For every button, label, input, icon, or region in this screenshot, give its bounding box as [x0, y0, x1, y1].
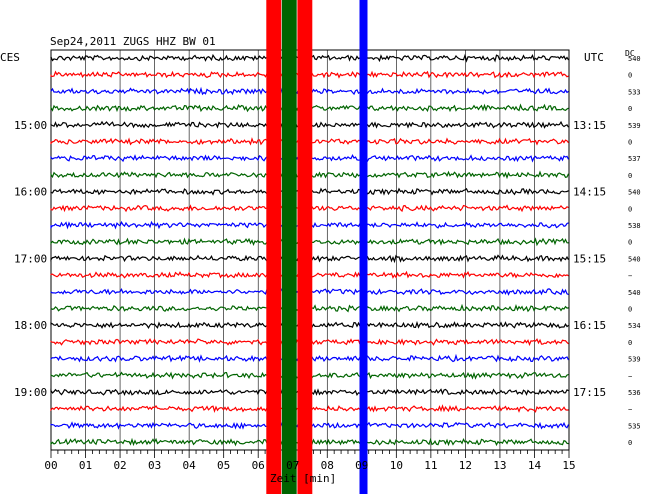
right-hour-label: 17:15: [573, 386, 606, 399]
dc-value: 0: [628, 205, 632, 213]
right-hour-label: 14:15: [573, 186, 606, 199]
x-tick-label: 09: [355, 459, 368, 472]
dc-value: 0: [628, 72, 632, 80]
left-hour-label: 17:00: [14, 252, 47, 265]
event-band: [359, 0, 368, 494]
x-axis-label: Zeit [min]: [270, 472, 336, 485]
dc-value: 0: [628, 239, 632, 247]
dc-value: 540: [628, 189, 641, 197]
left-timezone-label: CES: [0, 51, 20, 64]
dc-value: 0: [628, 339, 632, 347]
x-tick-label: 15: [562, 459, 575, 472]
x-tick-label: 12: [459, 459, 472, 472]
x-tick-label: 03: [148, 459, 161, 472]
dc-value: 0: [628, 306, 632, 314]
x-tick-label: 04: [183, 459, 197, 472]
axis-labels: 00 01 02 03 04 05 06 07 08 09 10 11 12 13 14 1515:0016:…: [14, 55, 641, 472]
x-tick-label: 01: [79, 459, 92, 472]
dc-value: 534: [628, 322, 641, 330]
dc-value: −: [628, 272, 632, 280]
right-hour-label: 15:15: [573, 252, 606, 265]
dc-value: −: [628, 406, 632, 414]
x-tick-label: 08: [321, 459, 334, 472]
chart-title: Sep24,2011 ZUGS HHZ BW 01: [50, 35, 216, 48]
x-tick-label: 00: [44, 459, 57, 472]
dc-value: 540: [628, 289, 641, 297]
dc-value: 0: [628, 139, 632, 147]
left-hour-label: 16:00: [14, 186, 47, 199]
left-hour-label: 15:00: [14, 119, 47, 132]
event-band: [273, 0, 282, 494]
x-tick-label: 02: [113, 459, 126, 472]
event-band: [281, 0, 290, 494]
event-band: [304, 0, 313, 494]
x-tick-label: 10: [390, 459, 403, 472]
right-hour-label: 16:15: [573, 319, 606, 332]
dc-value: −: [628, 372, 632, 380]
x-tick-label: 13: [493, 459, 506, 472]
x-tick-label: 05: [217, 459, 230, 472]
dc-value: 535: [628, 422, 641, 430]
right-timezone-label: UTC: [584, 51, 604, 64]
right-hour-label: 13:15: [573, 119, 606, 132]
left-hour-label: 19:00: [14, 386, 47, 399]
dc-value: 539: [628, 122, 641, 130]
dc-value: 0: [628, 172, 632, 180]
event-bands: [266, 0, 368, 494]
left-hour-label: 18:00: [14, 319, 47, 332]
dc-value: 0: [628, 439, 632, 447]
x-tick-label: 07: [286, 459, 299, 472]
event-band: [297, 0, 306, 494]
dc-label: DC: [625, 49, 635, 58]
x-tick-label: 06: [252, 459, 265, 472]
event-band: [288, 0, 297, 494]
dc-value: 537: [628, 155, 641, 163]
dc-value: 540: [628, 55, 641, 63]
x-tick-label: 11: [424, 459, 437, 472]
dc-value: 533: [628, 88, 641, 96]
dc-value: 539: [628, 356, 641, 364]
dc-value: 538: [628, 222, 641, 230]
event-band: [266, 0, 275, 494]
dc-value: 540: [628, 255, 641, 263]
x-tick-label: 14: [528, 459, 542, 472]
dc-value: 536: [628, 389, 641, 397]
dc-value: 0: [628, 105, 632, 113]
